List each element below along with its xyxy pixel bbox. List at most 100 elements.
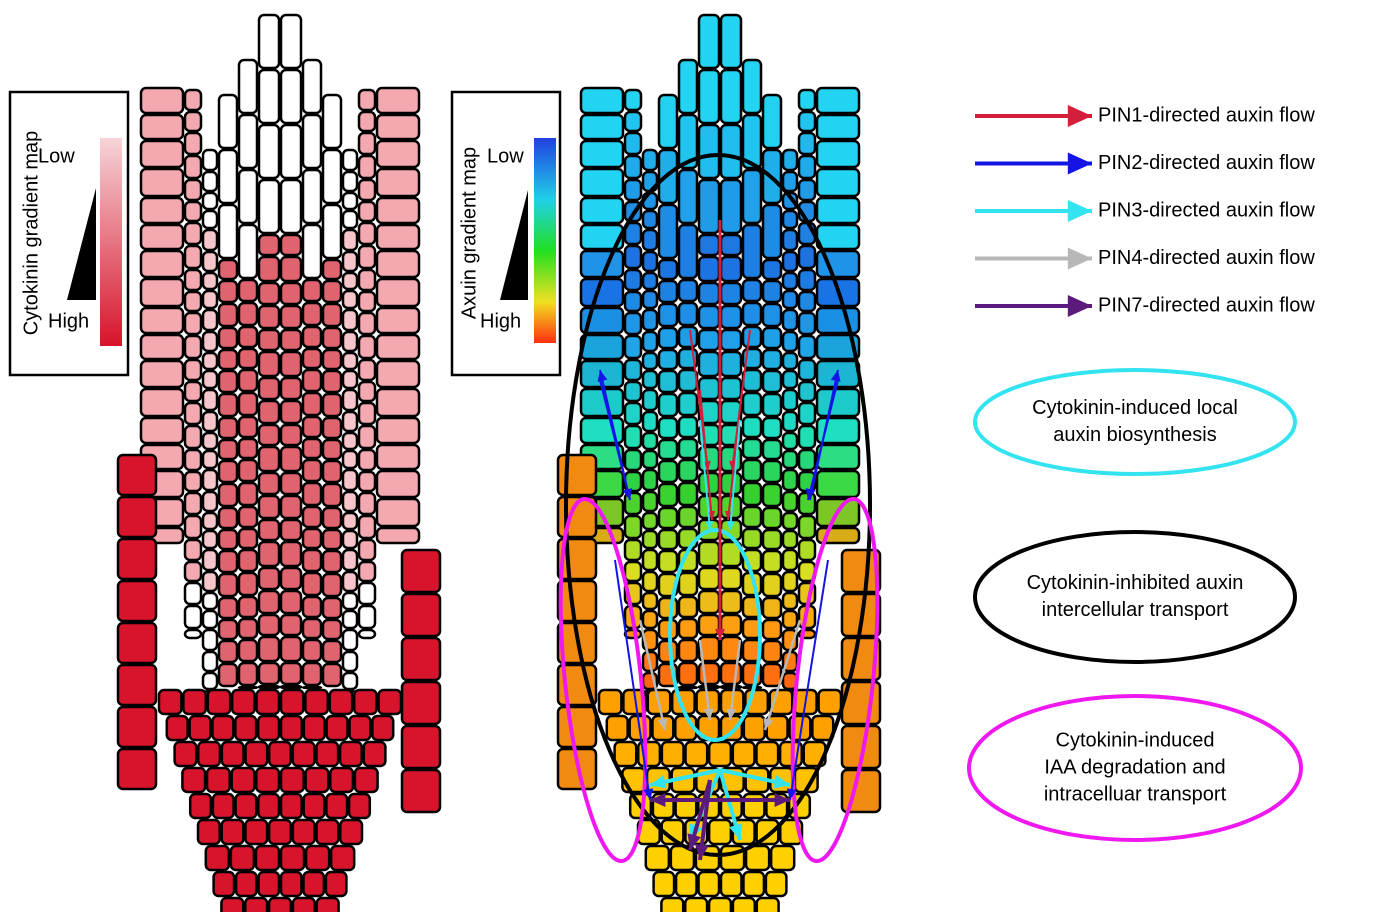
cell (359, 426, 375, 448)
cell (676, 872, 696, 896)
cell (185, 540, 201, 560)
cell (214, 872, 234, 896)
cell (643, 572, 657, 591)
cell (699, 352, 719, 376)
cell (269, 898, 291, 912)
cell (203, 673, 217, 689)
cell (817, 198, 859, 223)
cell (625, 403, 641, 424)
cell (659, 328, 677, 348)
cell (763, 620, 781, 639)
cell (659, 304, 677, 326)
cell (625, 336, 641, 358)
cell (679, 687, 697, 688)
cell (763, 304, 781, 326)
cell (219, 508, 237, 528)
cell (359, 223, 375, 244)
cell (281, 378, 301, 399)
cell (402, 682, 440, 724)
cell (303, 640, 321, 661)
arrow-head (1068, 105, 1092, 127)
cell (783, 470, 797, 490)
cell (219, 664, 237, 686)
cell (625, 313, 641, 334)
cell (763, 641, 781, 662)
cell (721, 378, 741, 399)
cell (625, 562, 641, 581)
cell (799, 292, 815, 311)
cell (118, 497, 156, 537)
cell (303, 327, 321, 347)
cell (767, 716, 788, 740)
cell (281, 846, 304, 870)
cell (305, 690, 327, 714)
cell (239, 640, 257, 661)
cell (141, 389, 183, 416)
cell (203, 172, 217, 191)
gradient-bar (534, 138, 556, 343)
cell (581, 141, 623, 167)
cell (198, 742, 220, 766)
cell (679, 507, 697, 527)
degradation-zone (546, 495, 660, 865)
cell (203, 492, 217, 511)
cell (118, 749, 156, 789)
cell (185, 246, 201, 268)
cell (364, 742, 386, 766)
cell (743, 417, 761, 437)
cell (842, 770, 880, 812)
cell (141, 169, 183, 196)
cell (359, 493, 375, 514)
cell (343, 451, 357, 468)
cell (377, 115, 419, 139)
cell (303, 687, 321, 688)
legend-label: PIN3-directed auxin flow (1098, 199, 1315, 221)
cell (259, 70, 279, 123)
cell (783, 593, 797, 609)
legend-label: PIN7-directed auxin flow (1098, 294, 1315, 316)
cell (303, 619, 321, 638)
cell (185, 202, 201, 221)
cell (581, 169, 623, 196)
cell (281, 768, 304, 792)
cell (643, 353, 657, 369)
cell (235, 716, 256, 740)
cell (213, 794, 234, 818)
cell (343, 353, 357, 369)
legend-ellipse-label: auxin biosynthesis (1053, 424, 1216, 446)
cell (659, 281, 677, 302)
cell (141, 225, 183, 249)
cell (203, 230, 217, 250)
cell (303, 460, 321, 481)
cell (343, 371, 357, 388)
cell (343, 252, 357, 271)
cell (219, 150, 237, 203)
cell (359, 133, 375, 154)
cell (259, 352, 279, 376)
cell (281, 568, 301, 589)
cell (643, 211, 657, 228)
cell (219, 371, 237, 392)
cell (558, 455, 596, 495)
cell (743, 370, 761, 391)
cell (359, 562, 375, 581)
cell (743, 460, 761, 481)
cell (203, 433, 217, 449)
cell (377, 361, 419, 387)
cell (817, 225, 859, 249)
cell (185, 336, 201, 358)
cell (185, 382, 201, 401)
cell (699, 70, 719, 123)
cell (185, 450, 201, 470)
cell (323, 371, 341, 392)
cell (763, 530, 781, 549)
cell (763, 551, 781, 572)
cell (239, 417, 257, 437)
cell (281, 686, 301, 688)
cell (625, 540, 641, 560)
cell (343, 273, 357, 289)
cell (699, 568, 719, 589)
cell (661, 898, 683, 912)
cell (743, 529, 761, 548)
cell (219, 328, 237, 348)
